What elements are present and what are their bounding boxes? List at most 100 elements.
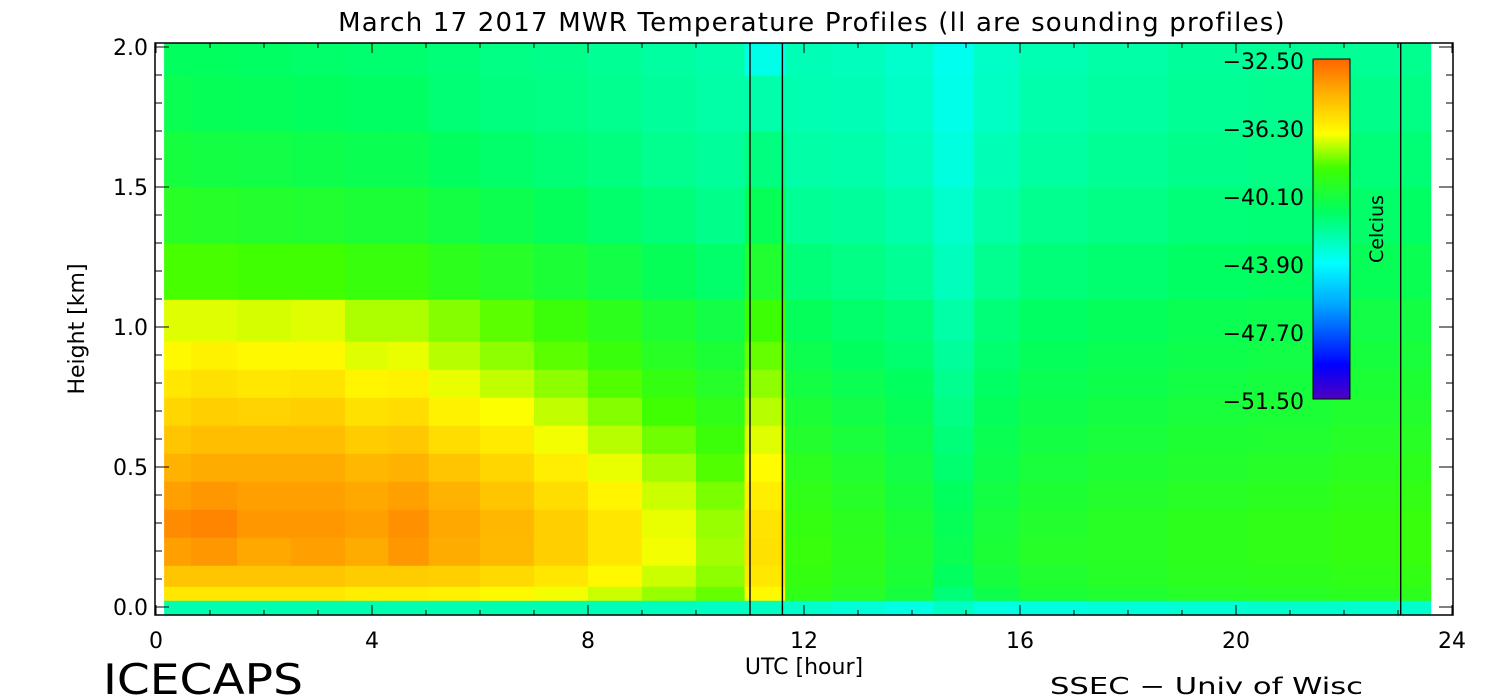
- heatmap-cell: [1020, 509, 1089, 538]
- heatmap-cell: [1330, 453, 1399, 482]
- heatmap-cell: [428, 453, 481, 482]
- heatmap-cell: [588, 453, 643, 482]
- heatmap-cell: [480, 187, 535, 244]
- heatmap-cell: [885, 453, 935, 482]
- heatmap-cell: [428, 537, 481, 566]
- heatmap-cell: [974, 509, 1021, 538]
- heatmap-cell: [291, 509, 346, 538]
- heatmap-cell: [642, 369, 697, 398]
- heatmap-cell: [388, 187, 430, 244]
- heatmap-cell: [534, 243, 589, 300]
- heatmap-cell: [744, 243, 786, 300]
- heatmap-cell: [1398, 481, 1432, 510]
- heatmap-cell: [1168, 537, 1251, 566]
- heatmap-cell: [933, 341, 975, 370]
- heatmap-cell: [1168, 131, 1251, 188]
- heatmap-cell: [885, 299, 935, 342]
- heatmap-cell: [291, 565, 346, 587]
- heatmap-cell: [164, 369, 192, 398]
- heatmap-cell: [696, 75, 746, 132]
- heatmap-cell: [191, 43, 238, 76]
- heatmap-cell: [1249, 565, 1332, 587]
- heatmap-cell: [345, 187, 389, 244]
- heatmap-cell: [191, 131, 238, 188]
- heatmap-cell: [696, 537, 746, 566]
- heatmap-cell: [785, 187, 832, 244]
- heatmap-cell: [696, 299, 746, 342]
- heatmap-cell: [1020, 425, 1089, 454]
- heatmap-cell: [388, 586, 430, 601]
- heatmap-cell: [1020, 369, 1089, 398]
- heatmap-cell: [1398, 397, 1432, 426]
- heatmap-cell: [480, 453, 535, 482]
- heatmap-cell: [191, 369, 238, 398]
- heatmap-cell: [1168, 341, 1251, 370]
- heatmap-cell: [388, 565, 430, 587]
- heatmap-cell: [428, 75, 481, 132]
- heatmap-cell: [744, 586, 786, 601]
- heatmap-cell: [237, 453, 292, 482]
- heatmap-cell: [744, 565, 786, 587]
- heatmap-cell: [534, 187, 589, 244]
- heatmap-cell: [388, 453, 430, 482]
- heatmap-cell: [291, 425, 346, 454]
- heatmap-cell: [744, 187, 786, 244]
- heatmap-cell: [696, 341, 746, 370]
- heatmap-cell: [1087, 43, 1170, 76]
- heatmap-cell: [974, 600, 1021, 615]
- heatmap-cell: [696, 187, 746, 244]
- heatmap-cell: [428, 509, 481, 538]
- heatmap-cell: [1249, 586, 1332, 601]
- heatmap-cell: [1398, 509, 1432, 538]
- heatmap-cell: [345, 481, 389, 510]
- heatmap: [164, 43, 1432, 615]
- heatmap-cell: [933, 565, 975, 587]
- colorbar-swatch: [1312, 58, 1351, 400]
- heatmap-cell: [345, 299, 389, 342]
- heatmap-cell: [191, 565, 238, 587]
- heatmap-cell: [1249, 453, 1332, 482]
- heatmap-cell: [974, 243, 1021, 300]
- colorbar-tick-label: −43.90: [1223, 254, 1304, 279]
- heatmap-cell: [388, 600, 430, 615]
- sounding-profile-markers: [749, 43, 1402, 615]
- heatmap-cell: [744, 537, 786, 566]
- heatmap-cell: [534, 131, 589, 188]
- heatmap-cell: [744, 600, 786, 615]
- heatmap-cell: [345, 131, 389, 188]
- heatmap-cell: [534, 425, 589, 454]
- heatmap-cell: [642, 565, 697, 587]
- heatmap-cell: [696, 586, 746, 601]
- heatmap-cell: [885, 600, 935, 615]
- heatmap-cell: [696, 243, 746, 300]
- heatmap-cell: [744, 369, 786, 398]
- heatmap-cell: [885, 537, 935, 566]
- heatmap-cell: [237, 509, 292, 538]
- heatmap-cell: [191, 187, 238, 244]
- heatmap-cell: [1020, 537, 1089, 566]
- heatmap-cell: [933, 187, 975, 244]
- heatmap-cell: [164, 481, 192, 510]
- heatmap-cell: [388, 397, 430, 426]
- heatmap-cell: [1330, 600, 1399, 615]
- heatmap-cell: [974, 586, 1021, 601]
- heatmap-cell: [885, 341, 935, 370]
- heatmap-cell: [345, 537, 389, 566]
- heatmap-cell: [642, 187, 697, 244]
- y-tick-label: 0.0: [113, 596, 148, 621]
- heatmap-cell: [974, 481, 1021, 510]
- heatmap-cell: [885, 481, 935, 510]
- heatmap-cell: [164, 43, 192, 76]
- heatmap-cell: [191, 397, 238, 426]
- heatmap-cell: [642, 425, 697, 454]
- heatmap-cell: [291, 481, 346, 510]
- heatmap-cell: [1087, 509, 1170, 538]
- heatmap-cell: [191, 75, 238, 132]
- heatmap-cell: [785, 565, 832, 587]
- x-tick-label: 12: [790, 629, 818, 654]
- heatmap-cell: [534, 600, 589, 615]
- heatmap-cell: [345, 586, 389, 601]
- heatmap-cell: [480, 425, 535, 454]
- heatmap-cell: [345, 600, 389, 615]
- heatmap-cell: [933, 425, 975, 454]
